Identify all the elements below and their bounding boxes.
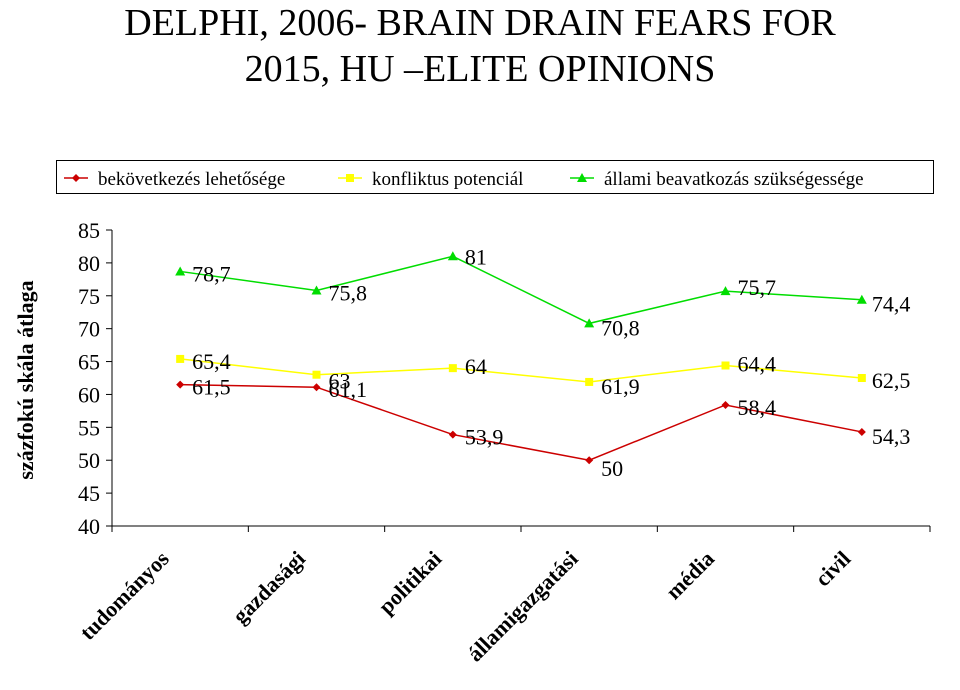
y-tick-label: 50 [78, 448, 100, 473]
data-point [857, 374, 866, 382]
data-label: 62,5 [872, 368, 911, 393]
data-label: 75,8 [329, 281, 368, 306]
y-tick-label: 80 [78, 251, 100, 276]
data-point [857, 427, 866, 436]
y-tick-label: 75 [78, 284, 100, 309]
y-tick-label: 45 [78, 481, 100, 506]
data-point [721, 361, 730, 370]
data-label: 63 [329, 369, 351, 394]
y-tick-label: 70 [78, 317, 100, 342]
legend-label: konfliktus potenciál [372, 169, 523, 190]
data-label: 75,7 [738, 275, 777, 300]
data-point [448, 430, 457, 439]
legend-marker [577, 173, 587, 182]
y-tick-label: 65 [78, 350, 100, 375]
legend-marker [72, 174, 80, 182]
series-line [180, 383, 862, 462]
data-label: 50 [601, 456, 623, 481]
data-label: 65,4 [192, 349, 231, 374]
data-point [312, 370, 321, 379]
data-label: 58,4 [738, 395, 777, 420]
x-tick-label: média [661, 546, 719, 604]
data-point [176, 380, 185, 389]
data-point [585, 377, 594, 386]
series-line [180, 255, 862, 325]
data-point [720, 286, 731, 296]
legend-marker [346, 174, 354, 182]
data-label: 61,5 [192, 375, 231, 400]
data-label: 74,4 [872, 292, 911, 317]
x-tick-label: politikai [373, 546, 446, 619]
data-point [584, 318, 595, 328]
x-tick-label: tudományos [75, 546, 174, 645]
data-label: 61,9 [601, 374, 640, 399]
data-label: 53,9 [465, 425, 504, 450]
y-tick-label: 60 [78, 382, 100, 407]
data-label: 78,7 [192, 261, 231, 286]
data-point [311, 285, 322, 295]
chart-title: DELPHI, 2006- BRAIN DRAIN FEARS FOR 2015… [0, 0, 960, 92]
data-point [856, 294, 867, 304]
y-tick-label: 55 [78, 415, 100, 440]
data-point [447, 251, 458, 261]
data-point [448, 364, 457, 373]
data-label: 64 [465, 354, 487, 379]
chart-title-line-1: DELPHI, 2006- BRAIN DRAIN FEARS FOR [124, 2, 836, 44]
data-point [585, 456, 594, 465]
x-tick-label: gazdasági [228, 546, 311, 629]
series-line [180, 358, 862, 383]
chart-title-line-2: 2015, HU –ELITE OPINIONS [244, 48, 716, 90]
data-point [175, 266, 186, 276]
data-label: 81 [465, 244, 487, 269]
data-label: 61,1 [329, 377, 368, 402]
data-label: 54,3 [872, 424, 911, 449]
legend [56, 160, 934, 194]
x-tick-label: államigazgatási [462, 546, 583, 667]
data-point [721, 400, 730, 409]
legend-label: bekövetkezés lehetősége [98, 169, 285, 190]
legend-label: állami beavatkozás szükségessége [604, 169, 864, 190]
data-point [312, 383, 321, 392]
y-tick-label: 85 [78, 218, 100, 243]
y-tick-label: 40 [78, 514, 100, 539]
data-label: 70,8 [601, 315, 640, 340]
data-point [176, 354, 185, 363]
data-label: 64,4 [738, 352, 777, 377]
x-tick-label: civil [810, 546, 855, 591]
